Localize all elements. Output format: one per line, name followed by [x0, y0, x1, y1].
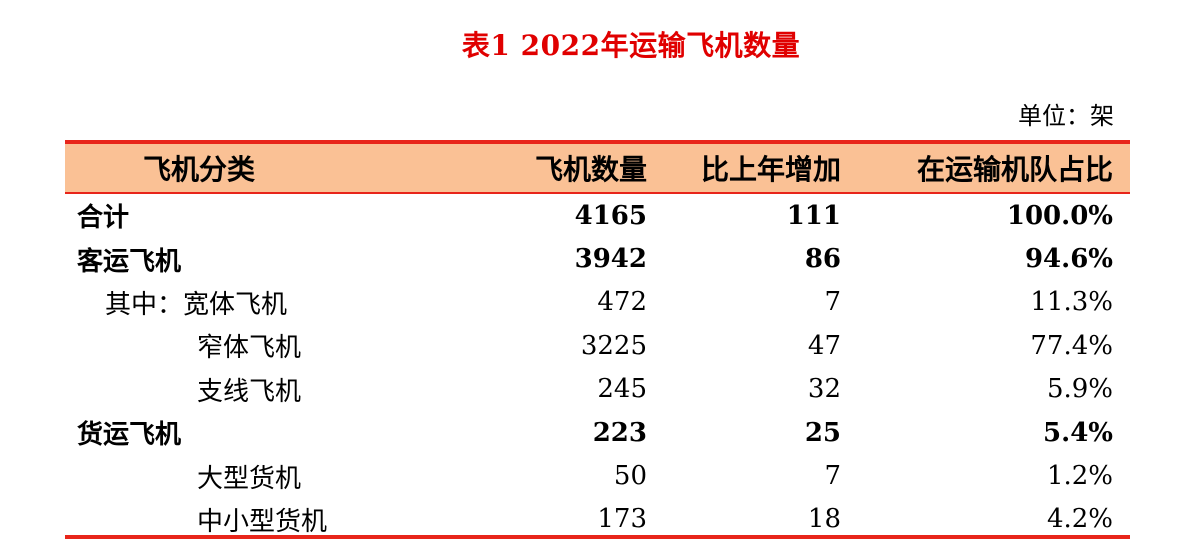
table-row: 合计 4165 111 100.0%: [65, 194, 1130, 237]
row-label: 其中：宽体飞机: [105, 289, 288, 320]
bottom-rule: [65, 535, 1130, 539]
row-count: 3942: [574, 244, 647, 275]
row-increase: 7: [824, 461, 841, 492]
row-share: 5.4%: [1043, 417, 1113, 448]
row-share: 11.3%: [1030, 287, 1113, 318]
row-increase: 111: [786, 200, 841, 231]
row-increase: 47: [807, 330, 841, 361]
row-increase: 32: [807, 374, 841, 405]
row-count: 173: [597, 504, 647, 535]
row-count: 3225: [580, 330, 647, 361]
unit-label: 单位：架: [1018, 102, 1114, 130]
row-share: 77.4%: [1030, 330, 1113, 361]
row-label: 货运飞机: [77, 420, 182, 451]
row-share: 4.2%: [1046, 504, 1113, 535]
row-count: 50: [613, 461, 647, 492]
row-increase: 86: [804, 244, 841, 275]
top-rule: [65, 140, 1130, 144]
row-increase: 25: [804, 417, 841, 448]
row-label: 窄体飞机: [197, 333, 302, 364]
row-count: 472: [597, 287, 647, 318]
row-label: 合计: [77, 203, 130, 234]
row-share: 1.2%: [1046, 461, 1113, 492]
aircraft-table: 飞机分类 飞机数量 比上年增加 在运输机队占比 合计 4165 111 100.…: [65, 140, 1130, 541]
table-row: 中小型货机 173 18 4.2%: [65, 498, 1130, 541]
row-label: 支线飞机: [197, 376, 302, 407]
table-row: 客运飞机 3942 86 94.6%: [65, 237, 1130, 280]
row-label: 中小型货机: [197, 506, 328, 537]
row-increase: 18: [807, 504, 841, 535]
header-increase: 比上年增加: [700, 153, 841, 186]
header-category: 飞机分类: [143, 153, 256, 186]
row-count: 223: [592, 417, 647, 448]
row-label: 客运飞机: [77, 246, 182, 277]
header-rule: [65, 192, 1130, 194]
table-row: 货运飞机 223 25 5.4%: [65, 411, 1130, 454]
row-share: 94.6%: [1024, 244, 1113, 275]
table-row: 其中：宽体飞机 472 7 11.3%: [65, 281, 1130, 324]
row-count: 4165: [574, 200, 647, 231]
table-title: 表1 2022年运输飞机数量: [461, 29, 801, 62]
row-share: 100.0%: [1006, 200, 1113, 231]
table-row: 窄体飞机 3225 47 77.4%: [65, 324, 1130, 367]
row-share: 5.9%: [1046, 374, 1113, 405]
table-row: 支线飞机 245 32 5.9%: [65, 368, 1130, 411]
header-count: 飞机数量: [534, 153, 647, 186]
row-count: 245: [597, 374, 647, 405]
row-label: 大型货机: [197, 463, 302, 494]
header-share: 在运输机队占比: [916, 153, 1113, 186]
table-header: 飞机分类 飞机数量 比上年增加 在运输机队占比: [65, 144, 1130, 192]
row-increase: 7: [824, 287, 841, 318]
table-row: 大型货机 50 7 1.2%: [65, 454, 1130, 497]
